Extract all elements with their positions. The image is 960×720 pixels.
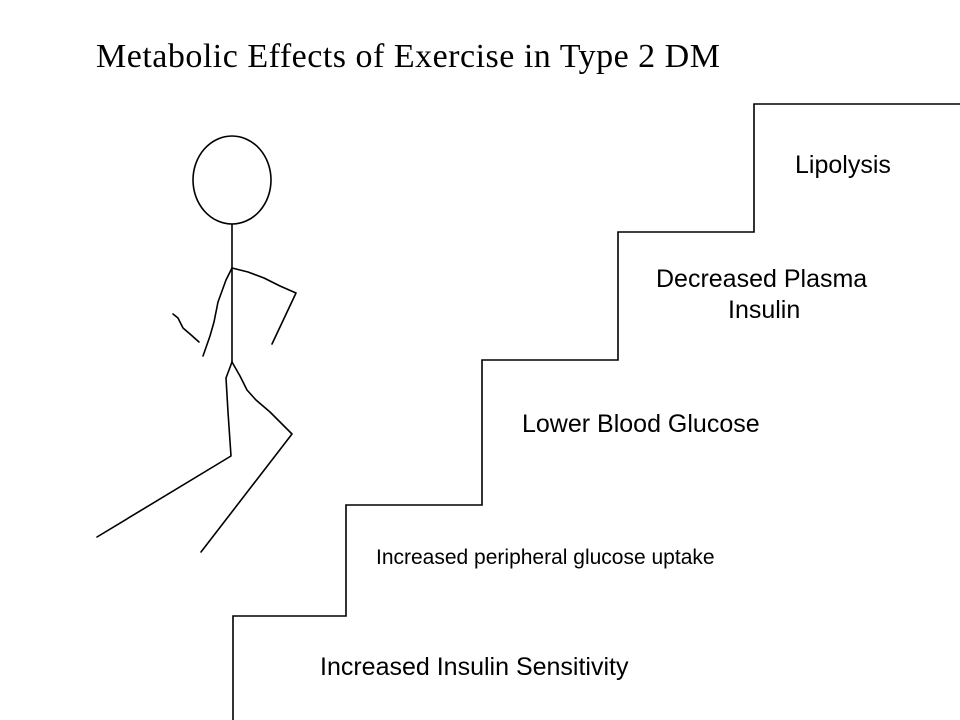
figure-arm-right [231, 267, 297, 345]
figure-leg-right [200, 361, 293, 553]
figure-leg-left [96, 361, 233, 538]
step-label-lipolysis: Lipolysis [795, 151, 891, 179]
figure-arm-left-hand [172, 313, 200, 343]
step-label-plasma-insulin-line2: Insulin [728, 296, 801, 325]
slide-title: Metabolic Effects of Exercise in Type 2 … [96, 38, 721, 75]
staircase-outline [232, 103, 960, 720]
step-label-blood-glucose: Lower Blood Glucose [522, 410, 760, 438]
figure-arm-left [202, 267, 233, 357]
figure-head [192, 135, 272, 225]
step-label-insulin-sensitivity: Increased Insulin Sensitivity [320, 653, 629, 681]
stick-figure-icon [96, 135, 297, 553]
step-label-plasma-insulin-line1: Decreased Plasma [656, 265, 868, 293]
step-label-glucose-uptake: Increased peripheral glucose uptake [376, 546, 715, 569]
step-label-plasma-insulin: Decreased Plasma Insulin [656, 264, 867, 327]
